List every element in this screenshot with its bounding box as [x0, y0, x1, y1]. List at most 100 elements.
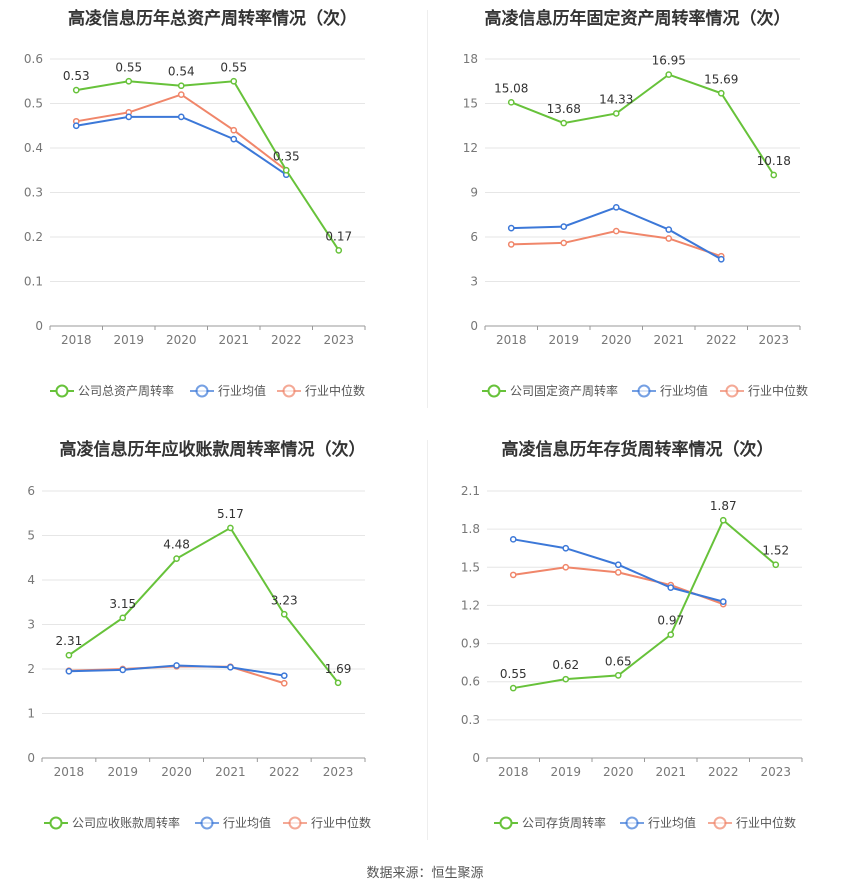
legend-label-company: 公司总资产周转率	[78, 383, 174, 398]
data-label: 14.33	[599, 92, 633, 106]
y-tick-label: 0.5	[24, 97, 43, 111]
data-label: 0.35	[273, 149, 300, 163]
data-point-company	[717, 89, 725, 97]
x-tick-label: 2019	[113, 333, 144, 347]
legend-marker-median	[282, 384, 296, 398]
data-point-avg	[173, 662, 180, 669]
x-tick-label: 2022	[271, 333, 302, 347]
y-tick-label: 15	[463, 97, 478, 111]
legend-marker-company	[487, 384, 501, 398]
y-tick-label: 0.3	[24, 186, 43, 200]
data-point-company	[667, 631, 675, 639]
data-label: 1.52	[762, 544, 789, 558]
data-point-avg	[562, 544, 570, 552]
y-tick-label: 1.2	[461, 598, 480, 612]
data-label: 0.55	[220, 60, 247, 74]
data-point-company	[770, 171, 778, 179]
chart-total-asset-turnover: 高凌信息历年总资产周转率情况（次） 0 0.1 0.2 0.3 0.4 0.5 0.6 201…	[0, 0, 425, 420]
data-label: 1.69	[325, 662, 352, 676]
legend-marker-avg	[200, 816, 214, 830]
data-point-avg	[717, 255, 725, 263]
data-source: 数据来源：恒生聚源	[366, 866, 484, 881]
x-tick-label: 2019	[107, 765, 138, 779]
y-tick-label: 9	[470, 186, 478, 200]
y-tick-label: 1.5	[461, 560, 480, 574]
y-tick-label: 0	[472, 751, 480, 765]
x-tick-label: 2021	[653, 333, 684, 347]
data-point-avg	[507, 224, 515, 232]
y-tick-label: 12	[463, 141, 478, 155]
legend-marker-company	[49, 816, 63, 830]
chart-svg: 0 0.1 0.2 0.3 0.4 0.5 0.6 2018 2019 2020 2021 2022 2…	[24, 52, 366, 398]
data-point-company	[772, 561, 780, 569]
x-tick-label: 2023	[758, 333, 789, 347]
x-tick-label: 2022	[706, 333, 737, 347]
x-tick-label: 2021	[218, 333, 249, 347]
y-tick-label: 3	[470, 275, 478, 289]
data-point-company	[614, 672, 622, 679]
series-line-company	[68, 526, 339, 684]
legend-label-company: 公司固定资产周转率	[510, 383, 618, 398]
plot-group: 0 0.1 0.2 0.3 0.4 0.5 0.6 2018 2019 2020 2021 2022 2…	[24, 52, 366, 398]
x-tick-label: 2019	[548, 333, 579, 347]
chart-title: 高凌信息历年应收账款周转率情况（次）	[59, 440, 366, 460]
data-label: 16.95	[652, 54, 686, 68]
legend-marker-avg	[625, 816, 639, 830]
x-tick-label: 2023	[323, 765, 354, 779]
data-point-company	[280, 610, 288, 618]
y-tick-label: 18	[463, 52, 478, 66]
data-label: 0.55	[500, 667, 527, 681]
data-point-median	[507, 241, 515, 248]
data-point-avg	[177, 113, 185, 121]
x-tick-label: 2018	[496, 333, 527, 347]
data-point-company	[65, 651, 73, 659]
data-point-company	[335, 247, 343, 254]
legend-label-median: 行业中位数	[736, 815, 796, 830]
data-point-median	[280, 679, 288, 687]
x-tick-label: 2023	[323, 333, 354, 347]
legend-marker-company	[499, 816, 513, 830]
legend-label-avg: 行业均值	[660, 383, 708, 398]
data-label: 4.48	[163, 538, 190, 552]
chart-fixed-asset-turnover: 高凌信息历年固定资产周转率情况（次） 0 3 6 9 12 15 18 2018 2019 202…	[425, 0, 850, 420]
data-point-avg	[719, 598, 727, 605]
legend-label-avg: 行业均值	[648, 815, 696, 830]
data-point-avg	[227, 663, 234, 671]
legend-label-company: 公司存货周转率	[522, 815, 606, 830]
data-point-avg	[614, 561, 622, 569]
chart-svg: 0 0.3 0.6 0.9 1.2 1.5 1.8 2.1 2018 2019 2020 2021 20…	[461, 484, 803, 830]
data-point-company	[119, 614, 127, 622]
data-point-company	[334, 679, 342, 687]
data-point-median	[177, 91, 185, 98]
legend-label-avg: 行业均值	[218, 383, 266, 398]
chart-title: 高凌信息历年固定资产周转率情况（次）	[484, 9, 791, 29]
x-tick-label: 2020	[603, 765, 634, 779]
data-point-company	[282, 166, 290, 174]
data-point-median	[562, 563, 570, 571]
series-line-median	[76, 93, 287, 172]
panel-divider	[427, 10, 428, 408]
x-tick-label: 2020	[601, 333, 632, 347]
data-point-avg	[125, 113, 133, 121]
legend-label-median: 行业中位数	[305, 383, 365, 398]
series-line-company	[513, 518, 777, 690]
data-point-company	[719, 516, 727, 524]
legend-marker-avg	[637, 384, 651, 398]
data-point-company	[72, 86, 80, 94]
y-tick-label: 1.8	[461, 522, 480, 536]
data-point-median	[614, 569, 622, 576]
y-tick-label: 0.1	[24, 275, 43, 289]
data-point-avg	[612, 203, 620, 211]
y-tick-label: 0	[35, 319, 43, 333]
data-point-company	[230, 77, 238, 85]
data-point-company	[507, 98, 515, 106]
series-line-company	[76, 80, 340, 251]
y-tick-label: 6	[470, 230, 478, 244]
data-label: 0.53	[63, 69, 90, 83]
legend-label-company: 公司应收账款周转率	[72, 815, 180, 830]
data-point-company	[509, 684, 517, 692]
data-label: 0.54	[168, 65, 195, 79]
legend-label-avg: 行业均值	[223, 815, 271, 830]
data-label: 3.23	[271, 593, 298, 607]
data-label: 10.18	[757, 154, 791, 168]
